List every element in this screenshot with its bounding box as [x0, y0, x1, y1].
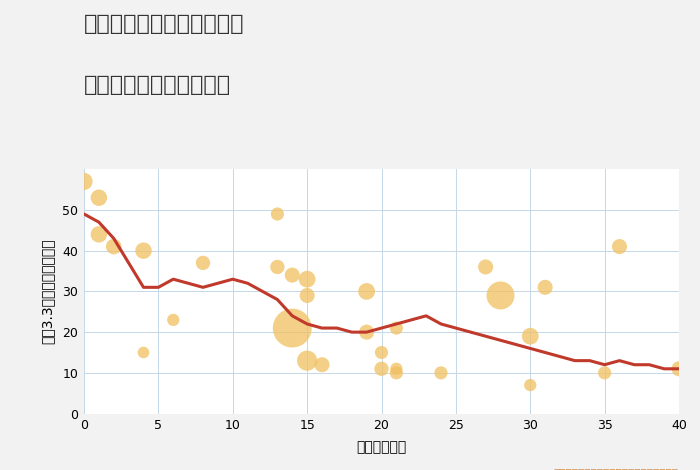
Y-axis label: 坪（3.3㎡）単価（万円）: 坪（3.3㎡）単価（万円）	[40, 239, 54, 344]
Point	[599, 369, 610, 376]
Point	[272, 210, 283, 218]
Point	[108, 243, 119, 251]
Point	[673, 365, 685, 373]
X-axis label: 築年数（年）: 築年数（年）	[356, 440, 407, 454]
Point	[495, 292, 506, 299]
Point	[78, 178, 90, 185]
Point	[287, 271, 298, 279]
Point	[138, 349, 149, 356]
Point	[197, 259, 209, 266]
Point	[302, 292, 313, 299]
Point	[614, 243, 625, 251]
Point	[525, 332, 536, 340]
Point	[361, 288, 372, 295]
Point	[93, 194, 104, 202]
Point	[138, 247, 149, 254]
Point	[525, 381, 536, 389]
Point	[435, 369, 447, 376]
Point	[480, 263, 491, 271]
Point	[302, 357, 313, 364]
Point	[302, 275, 313, 283]
Point	[391, 369, 402, 376]
Point	[93, 231, 104, 238]
Text: 築年数別中古戸建て価格: 築年数別中古戸建て価格	[84, 75, 231, 95]
Point	[376, 349, 387, 356]
Point	[287, 324, 298, 332]
Point	[272, 263, 283, 271]
Point	[316, 361, 328, 368]
Point	[376, 365, 387, 373]
Point	[168, 316, 179, 324]
Point	[361, 329, 372, 336]
Text: 円の大きさは、取引のあった物件面積を示す: 円の大きさは、取引のあった物件面積を示す	[554, 467, 679, 470]
Point	[540, 283, 551, 291]
Point	[391, 365, 402, 373]
Point	[391, 324, 402, 332]
Text: 兵庫県丹波市氷上町桟敷の: 兵庫県丹波市氷上町桟敷の	[84, 14, 244, 34]
